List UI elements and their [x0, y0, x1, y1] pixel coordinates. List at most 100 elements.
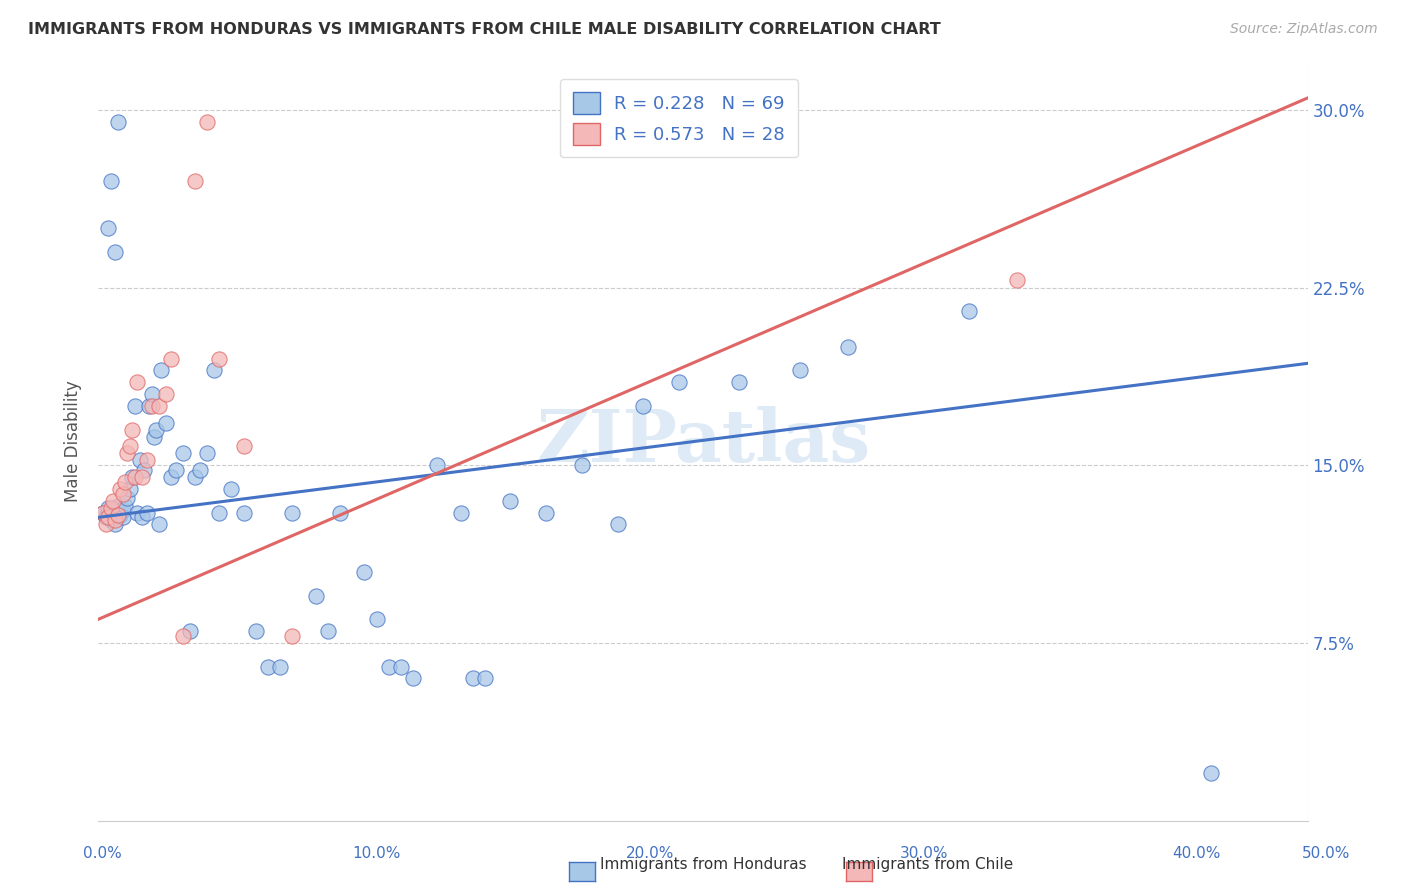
- Point: [160, 470, 183, 484]
- Point: [232, 439, 254, 453]
- Point: [1199, 766, 1222, 780]
- Point: [143, 430, 166, 444]
- Point: [138, 399, 160, 413]
- Point: [631, 399, 654, 413]
- Point: [124, 470, 146, 484]
- Point: [91, 506, 114, 520]
- Point: [135, 453, 157, 467]
- Point: [269, 659, 291, 673]
- Text: 50.0%: 50.0%: [1302, 846, 1350, 861]
- Point: [208, 506, 231, 520]
- Point: [145, 423, 167, 437]
- Point: [498, 493, 520, 508]
- Point: [316, 624, 339, 639]
- Point: [107, 508, 129, 522]
- Point: [188, 463, 211, 477]
- Point: [141, 387, 163, 401]
- Point: [114, 499, 136, 513]
- Point: [1007, 273, 1029, 287]
- Point: [100, 513, 122, 527]
- Point: [957, 304, 980, 318]
- Point: [155, 387, 177, 401]
- Point: [353, 565, 375, 579]
- Point: [221, 482, 243, 496]
- Point: [108, 508, 131, 522]
- Point: [97, 221, 120, 235]
- Point: [127, 376, 149, 390]
- Point: [107, 499, 129, 513]
- Point: [789, 363, 811, 377]
- Point: [281, 506, 304, 520]
- Point: [104, 513, 127, 527]
- Point: [571, 458, 593, 473]
- Point: [160, 351, 183, 366]
- Point: [141, 399, 163, 413]
- Point: [117, 491, 139, 506]
- Point: [195, 446, 218, 460]
- Point: [184, 470, 207, 484]
- Point: [97, 500, 120, 515]
- Point: [402, 672, 425, 686]
- Point: [165, 463, 187, 477]
- Text: Source: ZipAtlas.com: Source: ZipAtlas.com: [1230, 22, 1378, 37]
- Y-axis label: Male Disability: Male Disability: [65, 381, 83, 502]
- Point: [256, 659, 278, 673]
- Point: [111, 486, 134, 500]
- Point: [728, 376, 751, 390]
- Point: [131, 510, 153, 524]
- Point: [118, 482, 141, 496]
- Point: [108, 482, 131, 496]
- Point: [94, 517, 117, 532]
- Text: 40.0%: 40.0%: [1173, 846, 1220, 861]
- Point: [121, 470, 143, 484]
- Point: [128, 453, 150, 467]
- Point: [97, 510, 120, 524]
- Point: [208, 351, 231, 366]
- Point: [474, 672, 496, 686]
- Point: [100, 174, 122, 188]
- Text: Immigrants from Chile: Immigrants from Chile: [842, 857, 1014, 872]
- Point: [148, 517, 170, 532]
- Point: [135, 506, 157, 520]
- Point: [172, 446, 194, 460]
- Point: [204, 363, 226, 377]
- Text: 10.0%: 10.0%: [353, 846, 401, 861]
- Point: [134, 463, 156, 477]
- Point: [232, 506, 254, 520]
- Point: [124, 399, 146, 413]
- Point: [329, 506, 352, 520]
- Text: Immigrants from Honduras: Immigrants from Honduras: [600, 857, 806, 872]
- Point: [104, 517, 127, 532]
- Point: [150, 363, 173, 377]
- Point: [118, 439, 141, 453]
- Point: [107, 114, 129, 128]
- Point: [668, 376, 690, 390]
- Point: [155, 416, 177, 430]
- Point: [94, 510, 117, 524]
- Point: [837, 340, 859, 354]
- Legend: R = 0.228   N = 69, R = 0.573   N = 28: R = 0.228 N = 69, R = 0.573 N = 28: [560, 79, 797, 157]
- Text: ZIPatlas: ZIPatlas: [536, 406, 870, 477]
- Text: IMMIGRANTS FROM HONDURAS VS IMMIGRANTS FROM CHILE MALE DISABILITY CORRELATION CH: IMMIGRANTS FROM HONDURAS VS IMMIGRANTS F…: [28, 22, 941, 37]
- Point: [111, 503, 134, 517]
- Point: [245, 624, 267, 639]
- Point: [463, 672, 485, 686]
- Point: [148, 399, 170, 413]
- Point: [389, 659, 412, 673]
- Text: 30.0%: 30.0%: [900, 846, 948, 861]
- Point: [117, 446, 139, 460]
- Point: [100, 500, 122, 515]
- Point: [450, 506, 472, 520]
- Point: [101, 503, 124, 517]
- Point: [111, 510, 134, 524]
- Point: [104, 244, 127, 259]
- Point: [305, 589, 328, 603]
- Text: 20.0%: 20.0%: [626, 846, 673, 861]
- Point: [195, 114, 218, 128]
- Text: 0.0%: 0.0%: [83, 846, 122, 861]
- Point: [127, 506, 149, 520]
- Point: [101, 493, 124, 508]
- Point: [114, 475, 136, 489]
- Point: [607, 517, 630, 532]
- Point: [121, 423, 143, 437]
